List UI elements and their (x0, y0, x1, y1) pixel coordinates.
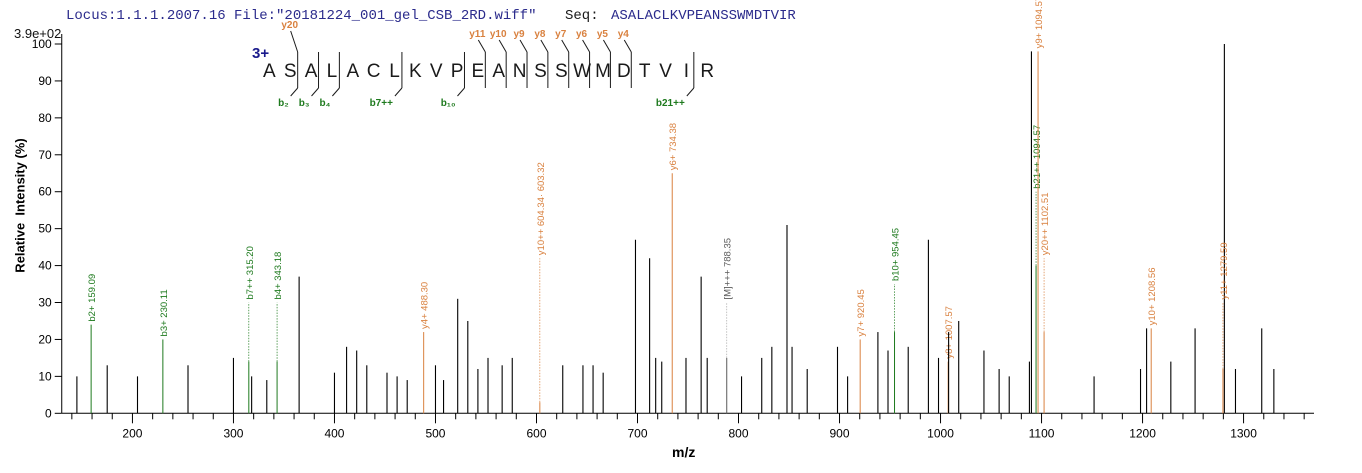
svg-text:S: S (555, 61, 568, 82)
svg-text:C: C (367, 61, 381, 82)
svg-text:A: A (305, 61, 318, 82)
svg-text:1200: 1200 (1129, 426, 1156, 440)
svg-text:b10+ 954.45: b10+ 954.45 (891, 228, 902, 281)
svg-text:b₂: b₂ (278, 98, 289, 109)
svg-text:y11: y11 (469, 29, 486, 40)
svg-text:y10+ 1208.56: y10+ 1208.56 (1147, 268, 1158, 326)
svg-text:y7+ 920.45: y7+ 920.45 (856, 289, 867, 336)
svg-text:[M]+++ 788.35: [M]+++ 788.35 (723, 238, 734, 300)
svg-text:b2+ 159.09: b2+ 159.09 (87, 274, 98, 322)
svg-text:0: 0 (45, 406, 52, 420)
svg-text:800: 800 (728, 426, 748, 440)
svg-text:30: 30 (38, 296, 52, 310)
svg-text:K: K (409, 61, 422, 82)
svg-text:y7: y7 (555, 29, 567, 40)
svg-text:600: 600 (526, 426, 546, 440)
svg-text:b21++: b21++ (656, 98, 685, 109)
svg-text:y9: y9 (513, 29, 525, 40)
svg-text:90: 90 (38, 74, 52, 88)
svg-text:y8: y8 (534, 29, 546, 40)
svg-text:P: P (451, 61, 464, 82)
svg-text:1100: 1100 (1029, 426, 1055, 440)
svg-text:D: D (617, 61, 631, 82)
svg-text:T: T (639, 61, 651, 82)
svg-text:V: V (430, 61, 443, 82)
svg-text:60: 60 (38, 185, 52, 199)
svg-text:A: A (346, 61, 359, 82)
svg-text:b7++ 315.20: b7++ 315.20 (245, 246, 256, 299)
svg-text:300: 300 (223, 426, 243, 440)
svg-text:80: 80 (38, 111, 52, 125)
svg-text:b4+ 343.18: b4+ 343.18 (273, 252, 284, 300)
svg-text:y10: y10 (490, 29, 507, 40)
svg-text:10: 10 (38, 369, 52, 383)
svg-text:L: L (389, 61, 400, 82)
svg-text:b₃: b₃ (299, 98, 310, 109)
svg-text:500: 500 (425, 426, 445, 440)
svg-text:900: 900 (830, 426, 850, 440)
svg-text:L: L (327, 61, 338, 82)
svg-text:S: S (284, 61, 297, 82)
svg-text:y4: y4 (618, 29, 630, 40)
svg-text:y6: y6 (576, 29, 588, 40)
svg-text:y8+ 1007.57: y8+ 1007.57 (944, 306, 955, 359)
svg-text:M: M (595, 61, 611, 82)
svg-text:70: 70 (38, 148, 52, 162)
svg-text:400: 400 (324, 426, 344, 440)
svg-text:I: I (684, 61, 689, 82)
svg-text:700: 700 (627, 426, 647, 440)
svg-text:y4+ 488.30: y4+ 488.30 (420, 282, 431, 329)
svg-text:N: N (513, 61, 527, 82)
svg-text:100: 100 (32, 37, 52, 51)
svg-text:y5: y5 (597, 29, 609, 40)
svg-text:y9+ 1094.57: y9+ 1094.57 (1034, 0, 1045, 48)
svg-text:20: 20 (38, 332, 52, 346)
svg-text:W: W (573, 61, 591, 82)
svg-text:b₁₀: b₁₀ (441, 98, 456, 109)
svg-text:y6+ 734.38: y6+ 734.38 (668, 123, 679, 170)
svg-text:b₄: b₄ (320, 98, 331, 109)
svg-text:S: S (534, 61, 547, 82)
svg-text:V: V (659, 61, 672, 82)
svg-text:1300: 1300 (1230, 426, 1257, 440)
svg-text:y10++ 604.34· 603.32: y10++ 604.34· 603.32 (536, 162, 547, 255)
svg-text:40: 40 (38, 259, 52, 273)
svg-text:50: 50 (38, 222, 52, 236)
svg-text:A: A (263, 61, 276, 82)
svg-text:y11+ 1279.59: y11+ 1279.59 (1219, 242, 1230, 299)
svg-text:A: A (492, 61, 505, 82)
svg-text:b3+ 230.11: b3+ 230.11 (159, 289, 170, 336)
svg-text:y20: y20 (281, 20, 298, 31)
svg-text:R: R (700, 61, 714, 82)
svg-text:E: E (472, 61, 485, 82)
svg-text:y20++ 1102.51: y20++ 1102.51 (1040, 193, 1051, 256)
svg-text:b7++: b7++ (370, 98, 394, 109)
svg-text:1000: 1000 (927, 426, 954, 440)
svg-text:200: 200 (122, 426, 142, 440)
svg-text:3+: 3+ (252, 45, 269, 62)
